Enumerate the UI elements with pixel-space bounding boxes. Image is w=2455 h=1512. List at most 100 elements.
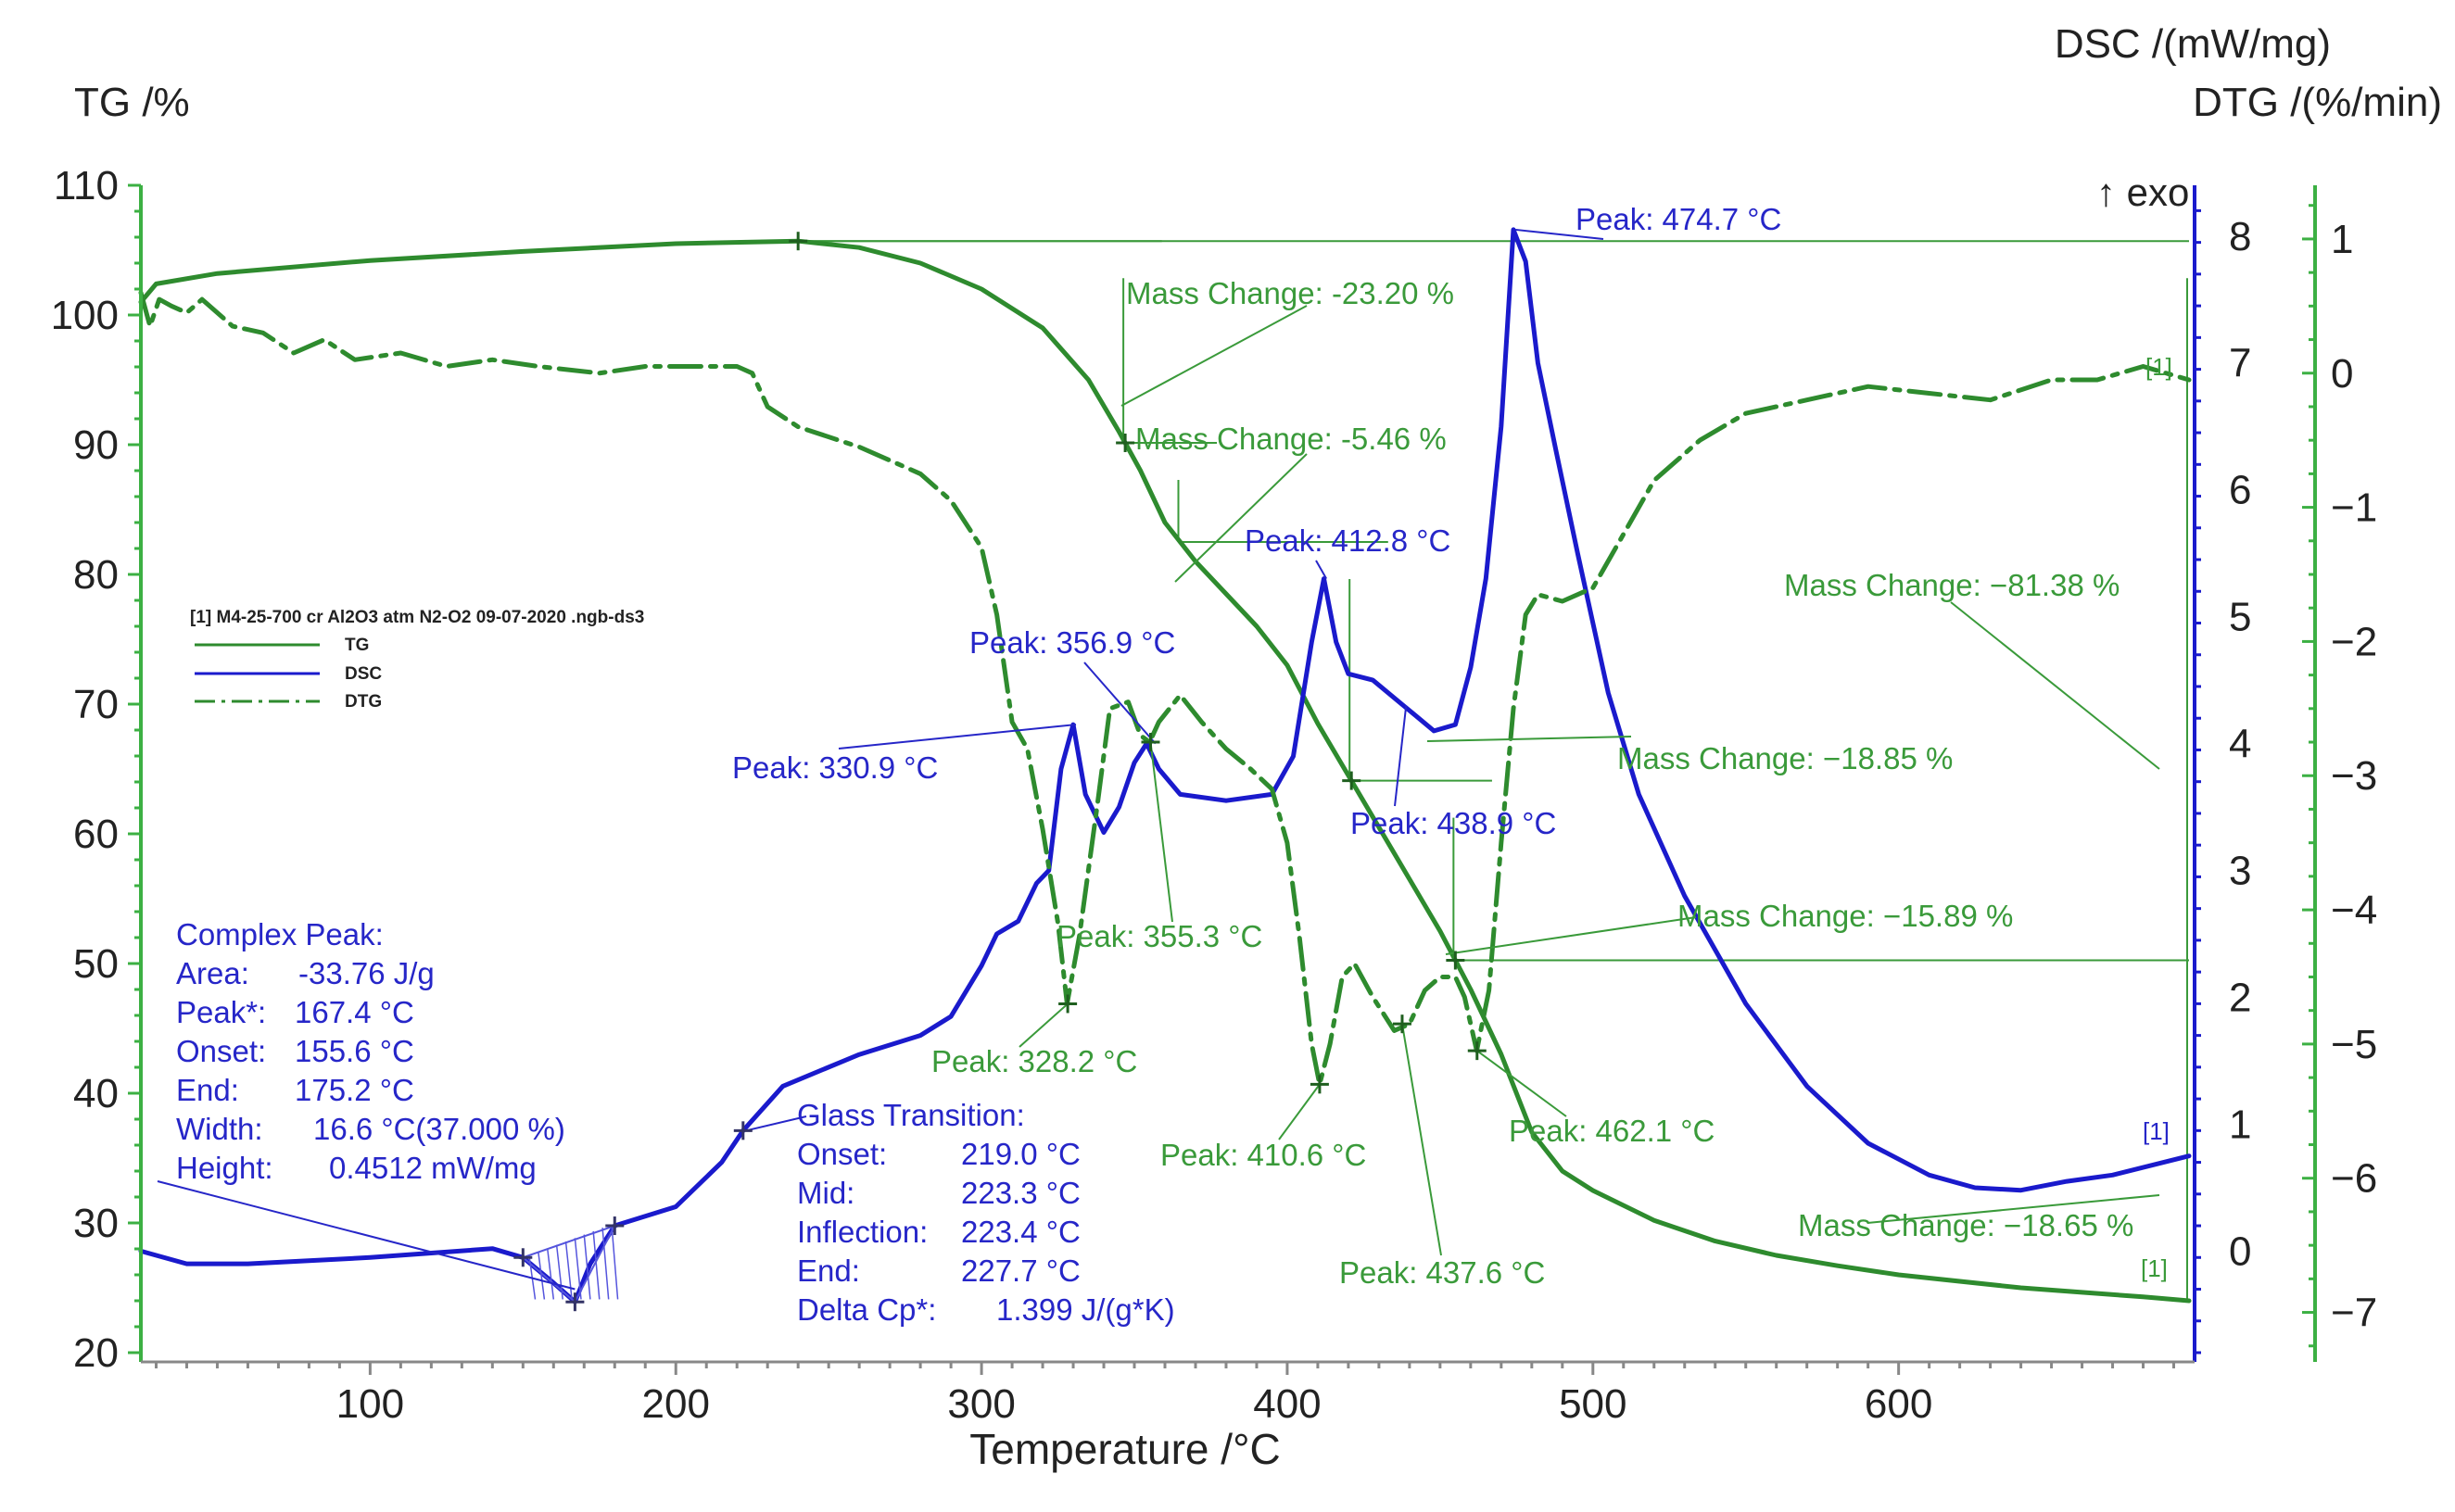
series-line-dsc: [138, 227, 2192, 1304]
leader-line: [1400, 1024, 1442, 1256]
mass-change-label: Mass Change: −15.89 %: [1677, 899, 2013, 933]
leader-line: [1515, 228, 1604, 240]
leader-line: [1867, 1194, 2160, 1224]
x-tick-label: 600: [1865, 1381, 1932, 1427]
tg-tick-label: 20: [73, 1330, 119, 1376]
dtg-tick-label: 0: [2331, 351, 2353, 397]
peak-label-dtg: Peak: 462.1 °C: [1509, 1114, 1715, 1148]
series-line-dtg: [138, 290, 2192, 1087]
leader-line: [1278, 1083, 1321, 1140]
dsc-tick-label: 7: [2229, 341, 2251, 386]
complex-peak-hatch: [546, 1248, 555, 1300]
mass-change-label: Mass Change: −81.38 %: [1784, 568, 2120, 602]
dsc-axis-title: DSC /(mW/mg): [2055, 21, 2331, 67]
reference-lines: [798, 240, 2189, 1301]
dsc-tick-label: 1: [2229, 1102, 2251, 1147]
leader-line: [1120, 305, 1308, 407]
complex-peak-key: Area:: [176, 956, 249, 990]
leader-line: [1394, 705, 1408, 807]
dsc-tick-label: 2: [2229, 976, 2251, 1021]
complex-peak-hatch: [555, 1244, 563, 1300]
complex-peak-hatch: [611, 1224, 619, 1300]
complex-peak-hatch: [538, 1252, 546, 1300]
peak-label-dtg: Peak: 437.6 °C: [1339, 1255, 1545, 1290]
leader-line: [1019, 1002, 1069, 1048]
leader-line: [1315, 560, 1328, 580]
complex-peak-key: Width:: [176, 1112, 263, 1146]
axes-layer: 20 30 40 50 60 70 80 90 100 110 0 1 2 3 4 5 6 7 8 1 0 −1 −2 −3 −…: [51, 163, 2378, 1427]
mass-change-label: Mass Change: −18.85 %: [1617, 741, 1953, 775]
leader-line: [157, 1180, 576, 1291]
legend: [1] M4-25-700 cr Al2O3 atm N2-O2 09-07-2…: [190, 608, 644, 712]
annotation-layer: [157, 228, 2160, 1312]
curve-tag: [1]: [2143, 1117, 2170, 1145]
peak-label-dsc: Peak: 330.9 °C: [732, 750, 938, 785]
legend-title: [1] M4-25-700 cr Al2O3 atm N2-O2 09-07-2…: [190, 608, 644, 627]
dtg-tick-label: −3: [2331, 753, 2377, 799]
glass-transition-key: End:: [797, 1254, 860, 1288]
dsc-tick-label: 3: [2229, 849, 2251, 894]
peak-label-dtg: Peak: 355.3 °C: [1057, 919, 1262, 953]
peak-label-dsc: Peak: 438.9 °C: [1350, 806, 1556, 840]
x-tick-label: 200: [642, 1381, 710, 1427]
complex-peak-title: Complex Peak:: [176, 917, 384, 951]
dtg-axis-title: DTG /(%/min): [2193, 80, 2442, 125]
complex-peak-key: Onset:: [176, 1034, 266, 1068]
tg-tick-label: 70: [73, 682, 119, 727]
complex-peak-value: 167.4 °C: [295, 995, 414, 1029]
x-tick-label: 400: [1253, 1381, 1321, 1427]
peak-label-dsc: Peak: 356.9 °C: [969, 625, 1175, 660]
peak-label-dtg: Peak: 410.6 °C: [1160, 1138, 1366, 1172]
glass-transition-value: 223.4 °C: [961, 1215, 1081, 1249]
complex-peak-hatch: [601, 1228, 610, 1300]
complex-peak-key: Peak*:: [176, 995, 266, 1029]
glass-transition-key: Mid:: [797, 1176, 854, 1210]
tg-tick-label: 60: [73, 812, 119, 857]
leader-line: [1174, 453, 1308, 583]
glass-transition-key: Onset:: [797, 1137, 887, 1171]
leader-line: [838, 724, 1077, 750]
tg-tick-label: 110: [54, 163, 119, 208]
leader-line: [745, 1115, 807, 1132]
glass-transition-value: 219.0 °C: [961, 1137, 1081, 1171]
legend-label-dtg: DTG: [345, 692, 382, 712]
dtg-tick-label: −7: [2331, 1291, 2377, 1336]
complex-peak-value: 175.2 °C: [295, 1073, 414, 1107]
x-tick-label: 500: [1559, 1381, 1626, 1427]
tg-tick-label: 30: [73, 1201, 119, 1246]
dtg-tick-label: −6: [2331, 1156, 2377, 1202]
x-tick-label: 100: [336, 1381, 404, 1427]
tg-tick-label: 40: [73, 1071, 119, 1116]
dtg-tick-label: −4: [2331, 888, 2377, 933]
x-tick-label: 300: [947, 1381, 1015, 1427]
complex-peak-hatch: [564, 1241, 573, 1300]
glass-transition-result: Glass Transition: Onset: 219.0 °C Mid: 2…: [797, 1098, 1175, 1327]
dtg-tick-label: 1: [2331, 217, 2353, 262]
x-axis-title: Temperature /°C: [969, 1425, 1280, 1473]
dtg-tick-label: −1: [2331, 485, 2377, 531]
complex-peak-value: -33.76 J/g: [298, 956, 435, 990]
leader-line: [1476, 1050, 1567, 1117]
curve-tag: [1]: [2141, 1254, 2168, 1282]
complex-peak-value: 155.6 °C: [295, 1034, 414, 1068]
complex-peak-key: End:: [176, 1073, 239, 1107]
complex-peak-result: Complex Peak: Area: -33.76 J/g Peak*: 16…: [176, 917, 565, 1185]
tg-tick-label: 100: [51, 293, 119, 338]
glass-transition-key: Inflection:: [797, 1215, 928, 1249]
exo-label: ↑ exo: [2096, 170, 2189, 214]
dsc-tick-label: 5: [2229, 595, 2251, 640]
glass-transition-value: 227.7 °C: [961, 1254, 1081, 1288]
complex-peak-value: 0.4512 mW/mg: [329, 1151, 537, 1185]
mass-change-label: Mass Change: -23.20 %: [1126, 276, 1454, 310]
legend-label-tg: TG: [345, 636, 369, 655]
complex-peak-hatch: [583, 1234, 591, 1300]
dsc-tick-label: 4: [2229, 722, 2251, 767]
leader-line: [1426, 736, 1632, 742]
tg-tick-label: 90: [73, 422, 119, 468]
complex-peak-hatch: [592, 1230, 601, 1300]
tg-tick-label: 50: [73, 941, 119, 987]
glass-transition-title: Glass Transition:: [797, 1098, 1025, 1132]
legend-label-dsc: DSC: [345, 664, 382, 684]
peak-label-dsc: Peak: 474.7 °C: [1576, 202, 1781, 236]
